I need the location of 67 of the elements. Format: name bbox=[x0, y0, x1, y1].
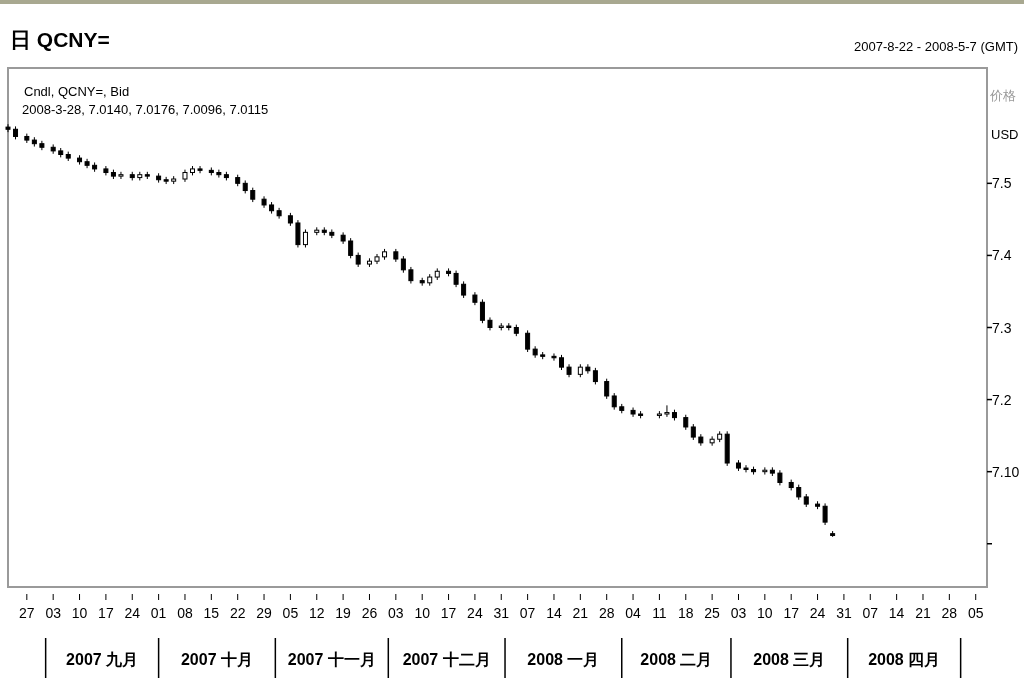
x-tick-label: 24 bbox=[809, 605, 826, 621]
x-tick-label: 17 bbox=[783, 605, 800, 621]
x-tick-label: 21 bbox=[572, 605, 589, 621]
x-tick-label: 05 bbox=[967, 605, 984, 621]
candlestick bbox=[709, 435, 715, 447]
x-tick-label: 07 bbox=[519, 605, 536, 621]
x-tick-label: 01 bbox=[150, 605, 167, 621]
x-tick-label: 18 bbox=[677, 605, 694, 621]
candlestick bbox=[664, 404, 670, 418]
candlestick bbox=[295, 219, 301, 248]
candlestick bbox=[163, 176, 169, 185]
x-tick-label: 17 bbox=[440, 605, 457, 621]
candlestick bbox=[585, 363, 591, 375]
annotation: Cndl, QCNY=, Bid bbox=[24, 84, 130, 99]
x-tick-label: 24 bbox=[467, 605, 483, 621]
x-tick-label: 24 bbox=[124, 605, 141, 621]
x-tick-label: 17 bbox=[98, 605, 114, 621]
x-tick-label: 04 bbox=[625, 605, 642, 621]
x-tick-label: 22 bbox=[229, 605, 246, 621]
chart-subtitle: 2007-8-22 - 2008-5-7 (GMT) bbox=[853, 39, 1018, 54]
candlestick bbox=[479, 298, 485, 324]
y-tick-label: 7.2 bbox=[992, 391, 1012, 408]
candlestick bbox=[348, 237, 354, 259]
x-tick-label: 05 bbox=[282, 605, 299, 621]
candlestick bbox=[118, 171, 124, 180]
y-tick-label: 7.4 bbox=[992, 247, 1012, 264]
y-tick-label: 7.3 bbox=[992, 319, 1012, 336]
text: USD bbox=[991, 127, 1019, 142]
x-tick-label: 11 bbox=[652, 605, 667, 621]
x-tick-label: 31 bbox=[836, 605, 852, 621]
x-tick-label: 25 bbox=[704, 605, 721, 621]
x-tick-label: 31 bbox=[493, 605, 510, 621]
x-tick-label: 21 bbox=[915, 605, 931, 621]
candlestick bbox=[822, 502, 828, 526]
candlestick bbox=[525, 329, 531, 353]
chart-title: 日 QCNY= bbox=[10, 28, 110, 51]
x-tick-label: 15 bbox=[203, 605, 220, 621]
x-tick-label: 10 bbox=[71, 605, 88, 621]
x-tick-label: 19 bbox=[335, 605, 352, 621]
candlestick bbox=[604, 378, 610, 400]
candlestick bbox=[551, 352, 557, 362]
x-tick-label: 28 bbox=[598, 605, 615, 621]
y-tick-label: 7.10 bbox=[992, 463, 1020, 480]
x-tick-label: 28 bbox=[941, 605, 958, 621]
x-tick-label: 12 bbox=[308, 605, 325, 621]
x-tick-label: 03 bbox=[388, 605, 404, 621]
x-tick-label: 10 bbox=[414, 605, 431, 621]
x-tick-label: 14 bbox=[888, 605, 905, 621]
x-tick-label: 08 bbox=[177, 605, 193, 621]
candlestick bbox=[216, 169, 222, 179]
candlestick bbox=[276, 207, 282, 220]
candlestick bbox=[197, 165, 203, 174]
x-tick-label: 10 bbox=[757, 605, 773, 621]
x-tick-label: 26 bbox=[361, 605, 378, 621]
month-row: 2007 九月 2007 十月 2007 十一月 2007 十二月 2008 一月 2008 二月 2008 三月 2008 四月 bbox=[44, 637, 962, 679]
y-tick-label: 7.5 bbox=[992, 175, 1012, 192]
y-axis-title: 价格 bbox=[989, 88, 1016, 103]
x-tick-label: 29 bbox=[256, 605, 273, 621]
candlestick bbox=[5, 123, 11, 133]
annotation: 2008-3-28, 7.0140, 7.0176, 7.0096, 7.0115 bbox=[22, 102, 269, 117]
x-tick-label: 03 bbox=[45, 605, 62, 621]
x-tick-label: 27 bbox=[19, 605, 35, 621]
x-tick-label: 07 bbox=[862, 605, 879, 621]
candlestick bbox=[743, 464, 749, 473]
x-tick-label: 03 bbox=[730, 605, 747, 621]
candlestick bbox=[302, 228, 308, 248]
x-tick-label: 14 bbox=[546, 605, 562, 621]
